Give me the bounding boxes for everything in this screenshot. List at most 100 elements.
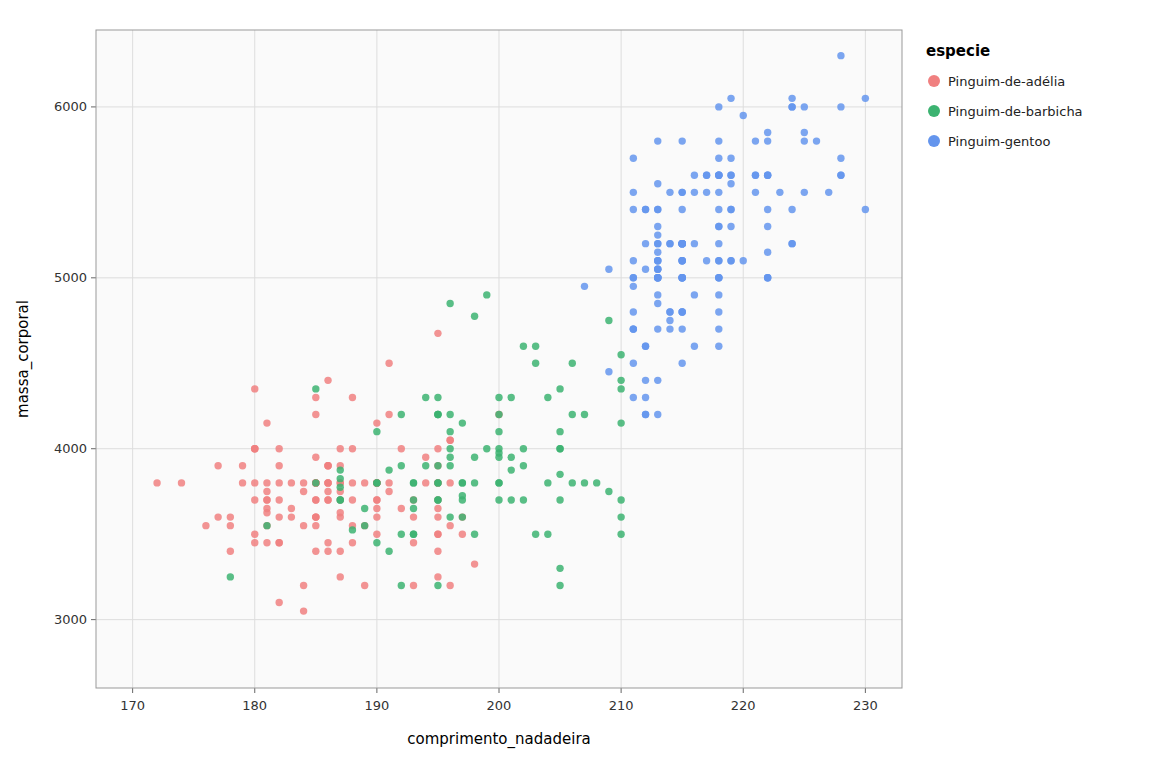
tick-label-x: 210 — [609, 698, 634, 713]
legend-title: especie — [926, 42, 990, 60]
point — [288, 513, 295, 520]
point — [569, 411, 576, 418]
point — [446, 582, 453, 589]
point — [691, 291, 698, 298]
point — [630, 308, 637, 315]
point — [312, 513, 319, 520]
point — [422, 454, 429, 461]
point — [495, 479, 502, 486]
point — [446, 300, 453, 307]
grid-line-x — [621, 30, 622, 688]
point — [214, 513, 221, 520]
point — [752, 137, 759, 144]
tick-label-x: 170 — [120, 698, 145, 713]
point — [385, 466, 392, 473]
point — [251, 496, 258, 503]
point — [471, 560, 478, 567]
point — [434, 411, 441, 418]
point — [324, 539, 331, 546]
point — [715, 274, 722, 281]
point — [337, 475, 344, 482]
point — [617, 530, 624, 537]
point — [349, 539, 356, 546]
point — [862, 95, 869, 102]
point — [654, 377, 661, 384]
point — [337, 466, 344, 473]
point — [727, 180, 734, 187]
point — [459, 530, 466, 537]
point — [556, 445, 563, 452]
point — [288, 505, 295, 512]
point — [520, 496, 527, 503]
point — [385, 488, 392, 495]
point — [630, 274, 637, 281]
point — [837, 172, 844, 179]
point — [337, 548, 344, 555]
point — [263, 479, 270, 486]
point — [434, 548, 441, 555]
point — [446, 436, 453, 443]
point — [446, 522, 453, 529]
point — [300, 522, 307, 529]
point — [788, 240, 795, 247]
point — [410, 513, 417, 520]
point — [837, 154, 844, 161]
point — [361, 522, 368, 529]
point — [434, 462, 441, 469]
point — [398, 582, 405, 589]
point — [654, 274, 661, 281]
point — [434, 479, 441, 486]
point — [385, 360, 392, 367]
point — [373, 479, 380, 486]
point — [715, 342, 722, 349]
tick-label-x: 220 — [731, 698, 756, 713]
point — [483, 291, 490, 298]
point — [385, 479, 392, 486]
point — [324, 479, 331, 486]
point — [373, 539, 380, 546]
point — [715, 223, 722, 230]
point — [263, 496, 270, 503]
point — [678, 240, 685, 247]
point — [337, 483, 344, 490]
grid-line-y — [96, 277, 902, 278]
point — [605, 266, 612, 273]
point — [666, 308, 673, 315]
point — [398, 530, 405, 537]
point — [654, 325, 661, 332]
point — [715, 257, 722, 264]
point — [312, 513, 319, 520]
point — [678, 257, 685, 264]
point — [715, 172, 722, 179]
point — [642, 206, 649, 213]
point — [703, 172, 710, 179]
tick-label-y: 6000 — [54, 99, 87, 114]
point — [398, 462, 405, 469]
point — [373, 419, 380, 426]
point — [642, 377, 649, 384]
point — [263, 419, 270, 426]
point — [764, 274, 771, 281]
point — [556, 565, 563, 572]
point — [373, 479, 380, 486]
point — [483, 445, 490, 452]
point — [459, 496, 466, 503]
point — [764, 129, 771, 136]
point — [678, 325, 685, 332]
point — [385, 411, 392, 418]
point — [459, 479, 466, 486]
point — [349, 394, 356, 401]
point — [654, 411, 661, 418]
point — [398, 505, 405, 512]
point — [251, 385, 258, 392]
point — [434, 330, 441, 337]
point — [666, 325, 673, 332]
point — [520, 445, 527, 452]
point — [324, 548, 331, 555]
point — [666, 240, 673, 247]
point — [312, 479, 319, 486]
point — [654, 240, 661, 247]
point — [324, 377, 331, 384]
point — [263, 522, 270, 529]
point — [788, 206, 795, 213]
